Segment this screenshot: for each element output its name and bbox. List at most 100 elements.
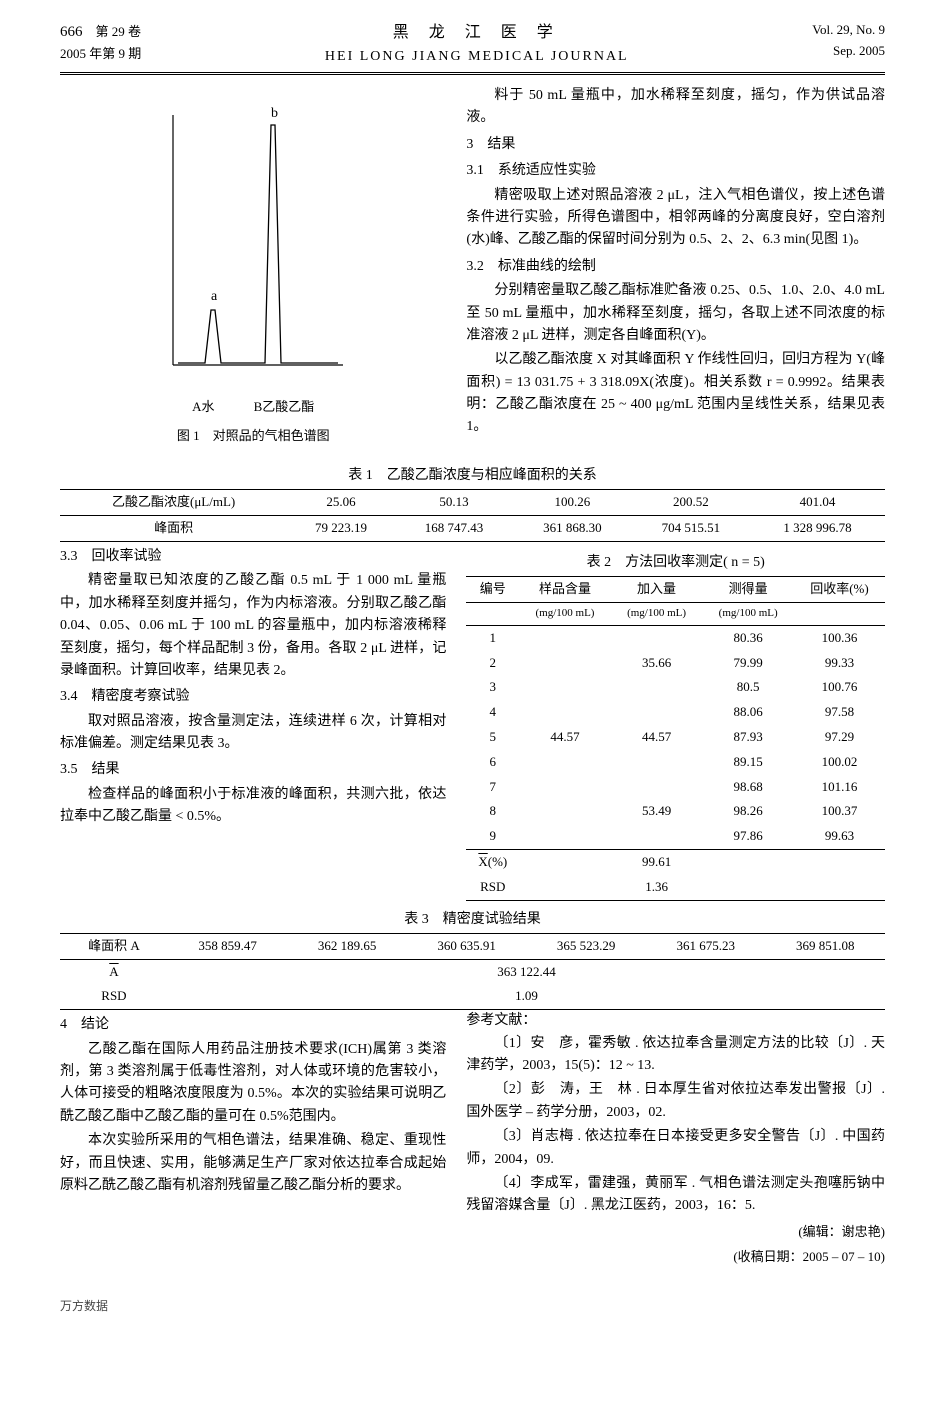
t1-col-3: 200.52 [632, 490, 750, 516]
table-2-caption: 表 2 方法回收率测定( n = 5) [466, 552, 885, 574]
section-4: 4 结论 [60, 1014, 446, 1036]
peak-a-label: a [211, 289, 218, 304]
ref-4: 〔4〕李成军，雷建强，黄丽军 . 气相色谱法测定头孢噻肟钠中残留溶媒含量〔J〕.… [466, 1173, 885, 1218]
chart-axis-labels: A水 B乙酸乙酯 [60, 397, 446, 418]
para-3-1: 精密吸取上述对照品溶液 2 μL，注入气相色谱仪，按上述色谱条件进行实验，所得色… [466, 185, 885, 252]
t2-cell-8-0: 9 [466, 824, 519, 849]
t2-cell-5-1 [519, 750, 611, 775]
t2-cell-2-0: 3 [466, 675, 519, 700]
figure-1-caption: 图 1 对照品的气相色谱图 [60, 426, 446, 447]
t2-cell-4-1: 44.57 [519, 725, 611, 750]
para-sample-prep: 料于 50 mL 量瓶中，加水稀释至刻度，摇匀，作为供试品溶液。 [466, 85, 885, 130]
t2-sh4 [794, 603, 885, 626]
t2-h1: 样品含量 [519, 577, 611, 603]
t1-col-4: 401.04 [750, 490, 885, 516]
table-3-caption: 表 3 精密度试验结果 [60, 909, 885, 931]
t2-h3: 测得量 [702, 577, 794, 603]
t3-r1-label: 峰面积 A [60, 933, 168, 959]
section-3-1: 3.1 系统适应性实验 [466, 160, 885, 182]
t2-cell-7-1 [519, 799, 611, 824]
t3-v5: 369 851.08 [765, 933, 885, 959]
axis-label-b: B乙酸乙酯 [254, 399, 315, 414]
para-3-5: 检查样品的峰面积小于标准液的峰面积，共测六批，依达拉奉中乙酸乙酯量 < 0.5%… [60, 784, 446, 829]
t1-rowlabel-0: 乙酸乙酯浓度(μL/mL) [60, 490, 287, 516]
table-2: 编号 样品含量 加入量 测得量 回收率(%) (mg/100 mL) (mg/1… [466, 576, 885, 900]
t3-v0: 358 859.47 [168, 933, 288, 959]
table-1: 乙酸乙酯浓度(μL/mL) 25.06 50.13 100.26 200.52 … [60, 489, 885, 542]
middle-left-column: 3.3 回收率试验 精密量取已知浓度的乙酸乙酯 0.5 mL 于 1 000 m… [60, 542, 446, 901]
section-3-3: 3.3 回收率试验 [60, 546, 446, 568]
t3-v3: 365 523.29 [526, 933, 646, 959]
t2-cell-3-4: 97.58 [794, 700, 885, 725]
editor-note: (编辑：谢忠艳) [466, 1222, 885, 1243]
t3-v2: 360 635.91 [407, 933, 527, 959]
t2-cell-5-2 [611, 750, 703, 775]
source-tag: 万方数据 [60, 1297, 885, 1316]
chromatogram-svg: a b [143, 95, 363, 385]
top-columns: a b A水 B乙酸乙酯 图 1 对照品的气相色谱图 料于 50 mL 量瓶中，… [60, 85, 885, 457]
section-3-2: 3.2 标准曲线的绘制 [466, 256, 885, 278]
t2-xbar-value: 99.61 [519, 849, 794, 874]
bottom-left-column: 4 结论 乙酸乙酯在国际人用药品注册技术要求(ICH)属第 3 类溶剂，第 3 … [60, 1010, 446, 1267]
t2-cell-0-1 [519, 625, 611, 650]
t1-val-0: 79 223.19 [287, 516, 395, 542]
ref-2: 〔2〕彭 涛，王 林 . 日本厚生省对依拉达奉发出警报〔J〕. 国外医学 – 药… [466, 1079, 885, 1124]
t2-cell-3-1 [519, 700, 611, 725]
t2-rsd-value: 1.36 [519, 875, 794, 900]
t2-cell-6-0: 7 [466, 775, 519, 800]
t3-v4: 361 675.23 [646, 933, 766, 959]
section-3-5: 3.5 结果 [60, 759, 446, 781]
references-title: 参考文献： [466, 1010, 885, 1032]
t2-cell-0-0: 1 [466, 625, 519, 650]
t3-v1: 362 189.65 [287, 933, 407, 959]
t1-col-0: 25.06 [287, 490, 395, 516]
t2-cell-4-3: 87.93 [702, 725, 794, 750]
t2-cell-5-3: 89.15 [702, 750, 794, 775]
header-right: Vol. 29, No. 9 Sep. 2005 [812, 20, 885, 68]
received-date: (收稿日期：2005 – 07 – 10) [466, 1247, 885, 1268]
date-en: Sep. 2005 [812, 41, 885, 62]
chromatogram-figure: a b A水 B乙酸乙酯 图 1 对照品的气相色谱图 [60, 85, 446, 457]
middle-right-column: 表 2 方法回收率测定( n = 5) 编号 样品含量 加入量 测得量 回收率(… [466, 546, 885, 901]
t2-cell-7-0: 8 [466, 799, 519, 824]
t2-cell-4-4: 97.29 [794, 725, 885, 750]
t3-r3-label: RSD [60, 984, 168, 1009]
table-3: 峰面积 A 358 859.47 362 189.65 360 635.91 3… [60, 933, 885, 1010]
t2-cell-3-3: 88.06 [702, 700, 794, 725]
t3-r3-value: 1.09 [168, 984, 885, 1009]
t2-cell-4-0: 5 [466, 725, 519, 750]
t2-cell-0-3: 80.36 [702, 625, 794, 650]
ref-1: 〔1〕安 彦，霍秀敏 . 依达拉奉含量测定方法的比较〔J〕. 天津药学，2003… [466, 1033, 885, 1078]
t1-val-1: 168 747.43 [395, 516, 513, 542]
t2-cell-2-2 [611, 675, 703, 700]
para-3-4: 取对照品溶液，按含量测定法，连续进样 6 次，计算相对标准偏差。测定结果见表 3… [60, 711, 446, 756]
t2-cell-0-2 [611, 625, 703, 650]
ref-3: 〔3〕肖志梅 . 依达拉奉在日本接受更多安全警告〔J〕. 中国药师，2004，0… [466, 1126, 885, 1171]
t2-cell-8-2 [611, 824, 703, 849]
issue-cn: 2005 年第 9 期 [60, 44, 141, 65]
t1-rowlabel-1: 峰面积 [60, 516, 287, 542]
t2-cell-1-1 [519, 651, 611, 676]
t2-cell-6-3: 98.68 [702, 775, 794, 800]
section-3: 3 结果 [466, 134, 885, 156]
t2-h4: 回收率(%) [794, 577, 885, 603]
t2-cell-6-4: 101.16 [794, 775, 885, 800]
t2-cell-8-4: 99.63 [794, 824, 885, 849]
para-3-2a: 分别精密量取乙酸乙酯标准贮备液 0.25、0.5、1.0、2.0、4.0 mL … [466, 280, 885, 347]
t2-cell-3-0: 4 [466, 700, 519, 725]
t2-cell-5-0: 6 [466, 750, 519, 775]
journal-name-en: HEI LONG JIANG MEDICAL JOURNAL [141, 46, 812, 68]
t1-val-3: 704 515.51 [632, 516, 750, 542]
table-1-caption: 表 1 乙酸乙酯浓度与相应峰面积的关系 [60, 465, 885, 487]
t2-cell-2-4: 100.76 [794, 675, 885, 700]
header-left: 666 第 29 卷 2005 年第 9 期 [60, 20, 141, 68]
t2-cell-7-2: 53.49 [611, 799, 703, 824]
para-4a: 乙酸乙酯在国际人用药品注册技术要求(ICH)属第 3 类溶剂，第 3 类溶剂属于… [60, 1039, 446, 1129]
peak-b-label: b [271, 106, 278, 121]
t2-cell-1-2: 35.66 [611, 651, 703, 676]
para-4b: 本次实验所采用的气相色谱法，结果准确、稳定、重现性好，而且快速、实用，能够满足生… [60, 1130, 446, 1197]
axis-label-a: A水 [192, 399, 214, 414]
t1-val-2: 361 868.30 [513, 516, 631, 542]
t2-cell-7-3: 98.26 [702, 799, 794, 824]
volume-cn: 第 29 卷 [96, 24, 142, 39]
